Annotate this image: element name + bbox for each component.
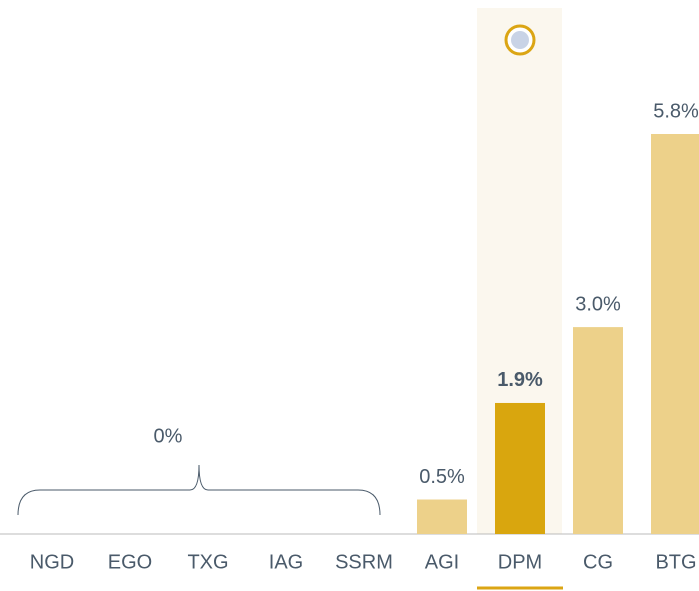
bar xyxy=(495,402,545,534)
bar xyxy=(651,134,699,534)
value-label: 3.0% xyxy=(575,293,621,315)
x-tick-label: IAG xyxy=(269,551,303,573)
value-label: 1.9% xyxy=(497,369,543,391)
x-tick-label: AGI xyxy=(425,551,459,573)
value-label: 5.8% xyxy=(653,100,699,122)
value-label: 0.5% xyxy=(419,466,465,488)
x-tick-label: EGO xyxy=(108,551,152,573)
x-tick-label: NGD xyxy=(30,551,74,573)
x-tick-label: TXG xyxy=(187,551,228,573)
x-tick-label: BTG xyxy=(655,551,696,573)
group-bracket xyxy=(17,464,381,516)
x-tick-label: CG xyxy=(583,551,613,573)
bar xyxy=(417,499,467,534)
highlight-marker-dot xyxy=(511,31,529,49)
bar xyxy=(573,327,623,534)
group-label: 0% xyxy=(154,425,183,447)
x-tick-label: SSRM xyxy=(335,551,393,573)
x-tick-label: DPM xyxy=(498,551,542,573)
